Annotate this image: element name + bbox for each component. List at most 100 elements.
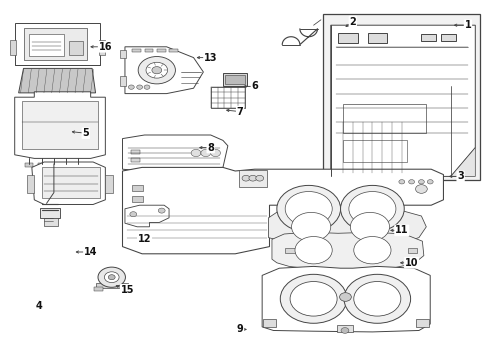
Circle shape (144, 85, 150, 89)
Bar (343, 140, 407, 162)
Bar (121, 287, 129, 291)
Text: 9: 9 (237, 324, 244, 334)
Polygon shape (125, 205, 169, 227)
Bar (105, 175, 113, 193)
Circle shape (158, 208, 165, 213)
Circle shape (130, 212, 137, 217)
Circle shape (292, 212, 331, 241)
Polygon shape (239, 170, 267, 187)
Circle shape (416, 185, 427, 193)
Bar (323, 14, 480, 180)
Circle shape (211, 149, 220, 157)
Bar (44, 218, 58, 226)
Circle shape (277, 185, 341, 232)
Circle shape (98, 267, 125, 287)
Polygon shape (19, 68, 96, 93)
Circle shape (341, 328, 349, 333)
Bar (94, 287, 103, 291)
Polygon shape (331, 25, 475, 176)
Bar (131, 158, 140, 162)
Bar (132, 196, 143, 202)
Bar (69, 41, 83, 55)
Bar (27, 175, 34, 193)
Circle shape (341, 185, 404, 232)
Circle shape (290, 282, 337, 316)
Bar (62, 163, 70, 167)
Circle shape (427, 180, 433, 184)
Circle shape (146, 62, 168, 78)
Bar (120, 50, 126, 58)
Circle shape (350, 212, 390, 241)
Circle shape (340, 293, 351, 301)
Bar (145, 49, 153, 52)
Circle shape (285, 192, 332, 226)
Polygon shape (272, 232, 424, 270)
Bar (132, 49, 141, 52)
Polygon shape (15, 92, 105, 158)
Text: 10: 10 (405, 258, 418, 268)
Bar (421, 34, 436, 41)
Bar (50, 163, 58, 167)
Bar (338, 33, 358, 43)
Text: 2: 2 (349, 17, 356, 27)
Bar (40, 208, 60, 218)
Bar (263, 319, 276, 327)
Bar (343, 104, 426, 133)
Text: 5: 5 (82, 128, 89, 138)
Bar (157, 49, 166, 52)
Bar (74, 163, 82, 167)
Circle shape (191, 149, 201, 157)
Circle shape (104, 272, 119, 283)
Bar (416, 319, 429, 327)
Bar (25, 163, 33, 167)
Bar (24, 28, 87, 60)
Bar (38, 163, 46, 167)
Text: 7: 7 (237, 107, 244, 117)
Bar (120, 76, 126, 86)
Polygon shape (451, 148, 475, 176)
Bar (169, 49, 178, 52)
Text: 4: 4 (36, 301, 43, 311)
Circle shape (418, 180, 424, 184)
Circle shape (354, 237, 391, 264)
Bar (22, 101, 98, 149)
Text: 15: 15 (121, 285, 134, 295)
Bar (441, 34, 456, 41)
Circle shape (295, 237, 332, 264)
Bar (368, 33, 387, 43)
Text: 6: 6 (251, 81, 258, 91)
Circle shape (108, 275, 115, 280)
Bar (408, 248, 417, 253)
Polygon shape (32, 162, 105, 204)
Circle shape (201, 149, 211, 157)
Circle shape (152, 67, 162, 74)
Text: 8: 8 (207, 143, 214, 153)
Text: 1: 1 (465, 20, 471, 30)
Text: 16: 16 (98, 42, 112, 52)
Bar (131, 150, 140, 154)
Bar (223, 73, 247, 86)
Polygon shape (96, 283, 128, 288)
Circle shape (128, 85, 134, 89)
Polygon shape (122, 167, 443, 254)
Circle shape (349, 192, 396, 226)
Bar (211, 87, 245, 108)
Bar (10, 40, 16, 55)
Text: 3: 3 (457, 171, 464, 181)
Polygon shape (262, 266, 430, 332)
Polygon shape (125, 47, 203, 94)
Circle shape (249, 175, 257, 181)
Text: 13: 13 (204, 53, 218, 63)
Circle shape (242, 175, 250, 181)
Bar (15, 23, 100, 65)
Bar (337, 325, 353, 332)
Polygon shape (269, 209, 426, 246)
Circle shape (256, 175, 264, 181)
Circle shape (344, 274, 411, 323)
Text: 14: 14 (84, 247, 98, 257)
Circle shape (409, 180, 415, 184)
Bar (29, 34, 64, 56)
Bar (285, 248, 295, 253)
Circle shape (138, 57, 175, 84)
Circle shape (280, 274, 347, 323)
